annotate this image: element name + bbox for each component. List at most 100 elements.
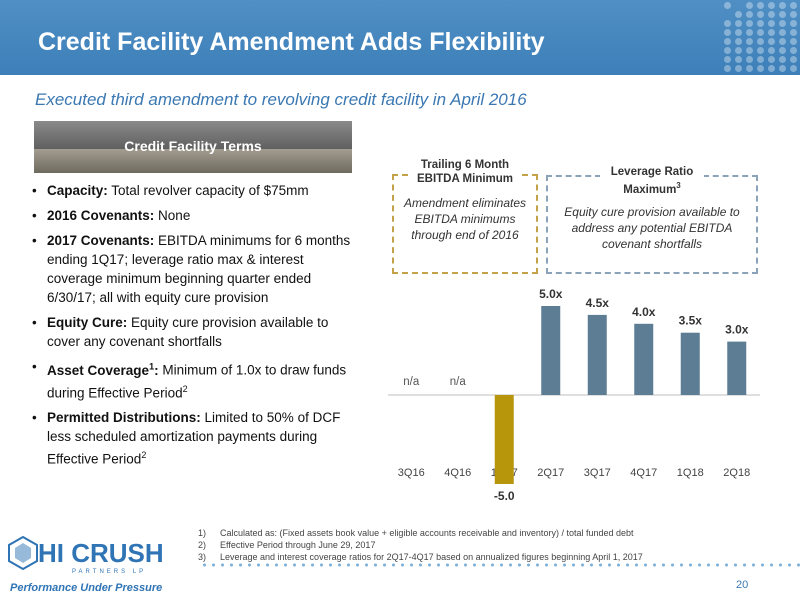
header-dot <box>757 47 764 54</box>
header-dot <box>768 2 775 9</box>
header-dot <box>724 65 731 72</box>
header-dot <box>768 47 775 54</box>
header-dot <box>724 2 731 9</box>
header-dot <box>757 38 764 45</box>
header-dot <box>757 2 764 9</box>
header-dot <box>746 29 753 36</box>
banner-photo <box>34 149 352 173</box>
header-dot <box>779 65 786 72</box>
page-subtitle: Executed third amendment to revolving cr… <box>35 90 527 109</box>
leverage-box-text: Equity cure provision available to addre… <box>564 205 740 251</box>
term-equity-cure: • Equity Cure: Equity cure provision avai… <box>32 315 329 349</box>
header-dot <box>735 20 742 27</box>
header-dot <box>746 11 753 18</box>
header-dot <box>790 38 797 45</box>
x-tick-label: 4Q17 <box>630 467 657 479</box>
header-dot <box>768 29 775 36</box>
x-tick-label: 2Q17 <box>537 467 564 479</box>
header-dot <box>757 56 764 63</box>
header-dot <box>735 47 742 54</box>
term-asset-coverage: • Asset Coverage1: Minimum of 1.0x to dra… <box>32 359 347 400</box>
data-label: -5.0 <box>494 489 515 503</box>
data-label: 4.5x <box>586 296 610 310</box>
header-dot <box>757 20 764 27</box>
credit-terms-heading: Credit Facility Terms <box>124 138 262 154</box>
credit-terms-list: • Capacity: Total revolver capacity of $7… <box>30 181 360 475</box>
header-dot <box>768 11 775 18</box>
footnotes: 1) Calculated as: (Fixed assets book valu… <box>198 527 643 563</box>
ebitda-box-heading: Trailing 6 Month EBITDA Minimum <box>410 158 520 186</box>
header-dot <box>724 20 731 27</box>
term-permitted-distributions: • Permitted Distributions: Limited to 50%… <box>32 410 341 467</box>
header-dot <box>746 38 753 45</box>
x-tick-label: 3Q17 <box>584 467 611 479</box>
data-label: n/a <box>450 376 467 388</box>
footnote-1: 1) Calculated as: (Fixed assets book valu… <box>198 528 634 538</box>
x-tick-label: 3Q16 <box>398 467 425 479</box>
x-tick-label: 1Q18 <box>677 467 704 479</box>
header-dot <box>724 47 731 54</box>
header-dot <box>724 38 731 45</box>
header-dot <box>746 20 753 27</box>
header-dot <box>768 56 775 63</box>
header-dot <box>735 29 742 36</box>
header-dot <box>735 38 742 45</box>
header-dot <box>735 11 742 18</box>
header-dot <box>779 38 786 45</box>
header-dot <box>790 20 797 27</box>
ebitda-box-text: Amendment eliminates EBITDA minimums thr… <box>403 196 527 242</box>
header-dot <box>779 47 786 54</box>
header-dot <box>790 11 797 18</box>
header-dot <box>790 29 797 36</box>
header-dot <box>757 65 764 72</box>
header-dot <box>768 38 775 45</box>
header-dot <box>724 56 731 63</box>
logo-wordmark: HI CRUSH <box>38 538 164 568</box>
header-dot <box>746 47 753 54</box>
bar-1Q18 <box>680 332 700 395</box>
data-label: 3.5x <box>679 314 703 328</box>
header-dot <box>790 56 797 63</box>
header-dot <box>746 65 753 72</box>
header-dot <box>735 65 742 72</box>
footer-dotted-line <box>200 562 800 568</box>
logo-partners: PARTNERS LP <box>72 569 147 575</box>
header-dot <box>790 2 797 9</box>
header-dot <box>790 47 797 54</box>
hi-crush-logo: HI CRUSH PARTNERS LP Performance Under P… <box>8 532 188 598</box>
x-tick-label: 2Q18 <box>723 467 750 479</box>
header-dot <box>779 29 786 36</box>
page-title: Credit Facility Amendment Adds Flexibili… <box>38 28 545 56</box>
header-dot <box>724 29 731 36</box>
header-dot <box>779 11 786 18</box>
header-dot <box>757 11 764 18</box>
term-capacity: • Capacity: Total revolver capacity of $7… <box>32 183 309 198</box>
header-dot <box>757 29 764 36</box>
header-dot <box>768 65 775 72</box>
header-dot <box>790 65 797 72</box>
logo-mark-icon <box>8 536 38 570</box>
bar-3Q17 <box>587 314 607 395</box>
header-dot <box>779 2 786 9</box>
header-dot <box>779 20 786 27</box>
bar-2Q18 <box>727 341 747 395</box>
header-dot <box>746 2 753 9</box>
title-bar: Credit Facility Amendment Adds Flexibili… <box>0 0 800 75</box>
header-dot <box>779 56 786 63</box>
x-tick-label: 4Q16 <box>444 467 471 479</box>
header-dot <box>746 56 753 63</box>
bar-2Q17 <box>541 306 561 395</box>
header-dot <box>768 20 775 27</box>
term-2017-covenants: • 2017 Covenants: EBITDA minimums for 6 m… <box>32 233 351 305</box>
term-2016-covenants: • 2016 Covenants: None <box>32 208 191 223</box>
footnote-2: 2) Effective Period through June 29, 2017 <box>198 540 376 550</box>
data-label: 3.0x <box>725 323 749 337</box>
bar-1Q17 <box>494 395 514 484</box>
footnote-3: 3) Leverage and interest coverage ratios … <box>198 552 643 562</box>
decorative-dots <box>724 2 800 72</box>
data-label: 4.0x <box>632 305 656 319</box>
header-dot <box>735 56 742 63</box>
credit-terms-banner: Credit Facility Terms <box>34 121 352 173</box>
bar-4Q17 <box>634 323 654 395</box>
